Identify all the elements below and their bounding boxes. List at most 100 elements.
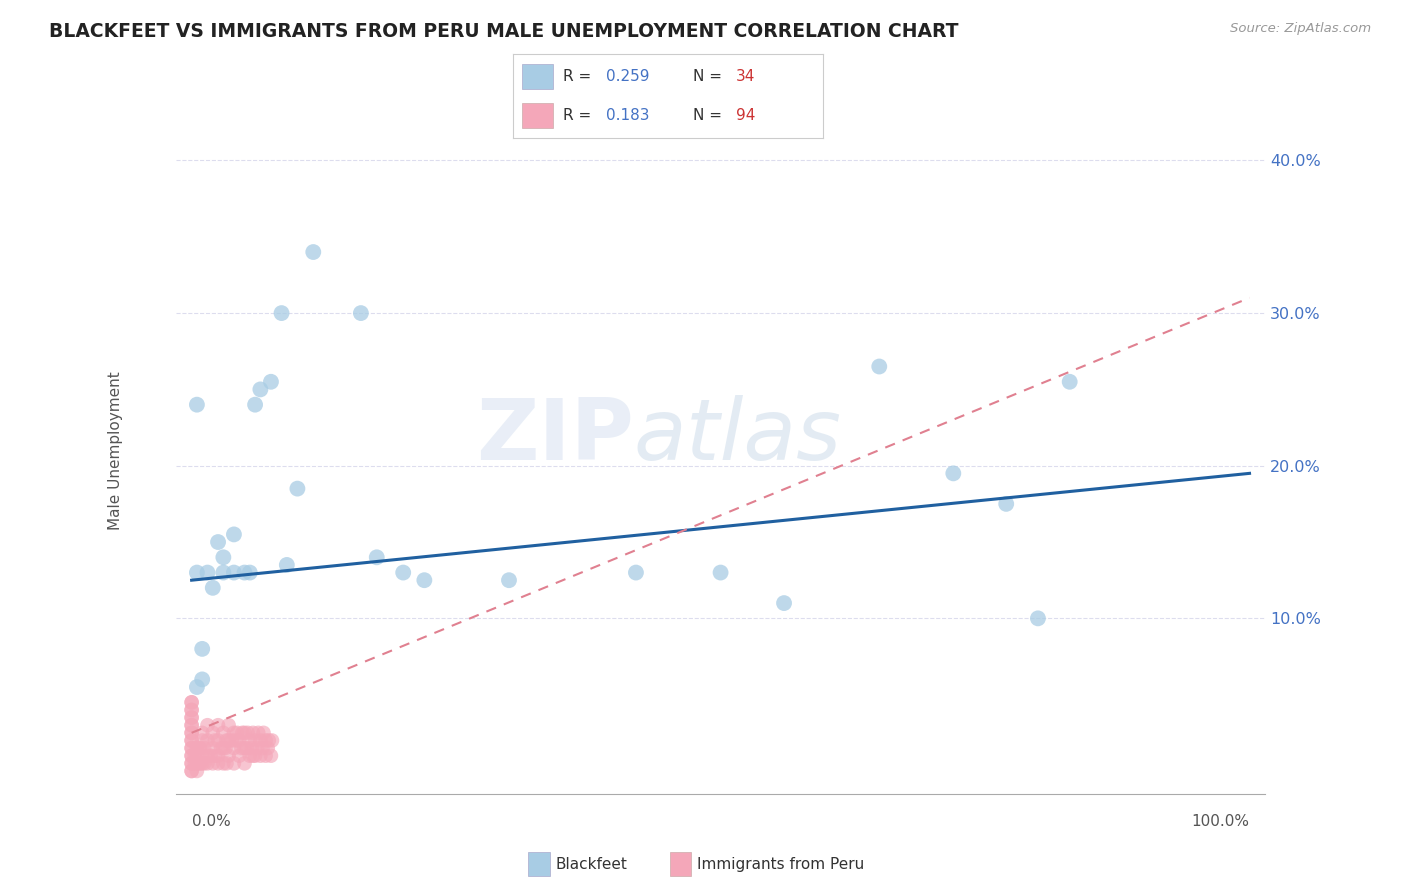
Point <box>942 467 965 481</box>
Point <box>188 741 211 756</box>
Point <box>233 741 256 756</box>
Bar <box>523 63 554 89</box>
Point <box>201 741 224 756</box>
Point <box>302 245 325 260</box>
Point <box>413 573 436 587</box>
Point <box>197 756 219 771</box>
Point <box>180 695 202 709</box>
Point <box>180 718 202 732</box>
Point <box>228 733 250 747</box>
Point <box>246 741 269 756</box>
Point <box>243 748 266 763</box>
Point <box>257 733 280 747</box>
Point <box>995 497 1018 511</box>
Point <box>243 398 266 412</box>
Point <box>260 733 283 747</box>
Bar <box>523 103 554 128</box>
Point <box>249 383 271 397</box>
Point <box>193 741 215 756</box>
Point <box>191 726 214 740</box>
Point <box>231 726 253 740</box>
Text: Blackfeet: Blackfeet <box>555 857 627 871</box>
Point <box>222 756 245 771</box>
Point <box>868 359 890 374</box>
Point <box>287 482 309 496</box>
Point <box>186 748 208 763</box>
Point <box>249 748 271 763</box>
Text: N =: N = <box>693 69 721 84</box>
Point <box>276 558 298 572</box>
Point <box>180 695 202 709</box>
Point <box>180 741 202 756</box>
Point <box>191 756 214 771</box>
Point <box>184 756 207 771</box>
Point <box>215 756 238 771</box>
Point <box>236 726 259 740</box>
Point <box>392 566 415 580</box>
Point <box>710 566 733 580</box>
Point <box>201 756 224 771</box>
Text: N =: N = <box>693 108 721 123</box>
Point <box>207 535 229 549</box>
Point <box>193 756 215 771</box>
Text: 94: 94 <box>735 108 755 123</box>
Point <box>260 748 283 763</box>
Point <box>233 756 256 771</box>
Point <box>180 733 202 747</box>
Point <box>239 566 262 580</box>
Point <box>191 641 214 656</box>
Point <box>239 733 262 747</box>
Point <box>204 733 226 747</box>
Point <box>197 718 219 732</box>
Bar <box>669 853 692 876</box>
Point <box>207 718 229 732</box>
Point <box>180 733 202 747</box>
Point <box>218 733 240 747</box>
Point <box>222 726 245 740</box>
Point <box>212 726 235 740</box>
Point <box>254 748 277 763</box>
Point <box>188 756 211 771</box>
Point <box>233 566 256 580</box>
Point <box>191 673 214 687</box>
Point <box>350 306 373 320</box>
Point <box>186 566 208 580</box>
Point <box>222 527 245 541</box>
Point <box>200 748 222 763</box>
Point <box>180 718 202 732</box>
Point <box>180 756 202 771</box>
Point <box>186 756 208 771</box>
Text: 34: 34 <box>735 69 755 84</box>
Point <box>207 733 229 747</box>
Point <box>252 741 274 756</box>
Text: R =: R = <box>562 108 591 123</box>
Point <box>1059 375 1081 389</box>
Point <box>242 748 264 763</box>
Point <box>180 703 202 717</box>
Point <box>212 756 235 771</box>
Point <box>270 306 292 320</box>
Point <box>260 375 283 389</box>
Text: 0.259: 0.259 <box>606 69 650 84</box>
Point <box>180 748 202 763</box>
Text: Immigrants from Peru: Immigrants from Peru <box>697 857 865 871</box>
Point <box>212 566 235 580</box>
Point <box>186 680 208 694</box>
Point <box>207 756 229 771</box>
Point <box>180 703 202 717</box>
Text: BLACKFEET VS IMMIGRANTS FROM PERU MALE UNEMPLOYMENT CORRELATION CHART: BLACKFEET VS IMMIGRANTS FROM PERU MALE U… <box>49 22 959 41</box>
Point <box>186 398 208 412</box>
Point <box>214 741 236 756</box>
Point <box>252 726 274 740</box>
Point <box>180 726 202 740</box>
Text: 100.0%: 100.0% <box>1191 814 1250 829</box>
Point <box>249 733 271 747</box>
Point <box>243 733 266 747</box>
Point <box>184 748 207 763</box>
Point <box>1026 611 1049 625</box>
Text: atlas: atlas <box>633 395 841 478</box>
Point <box>222 566 245 580</box>
Point <box>180 748 202 763</box>
Point <box>180 756 202 771</box>
Text: R =: R = <box>562 69 591 84</box>
